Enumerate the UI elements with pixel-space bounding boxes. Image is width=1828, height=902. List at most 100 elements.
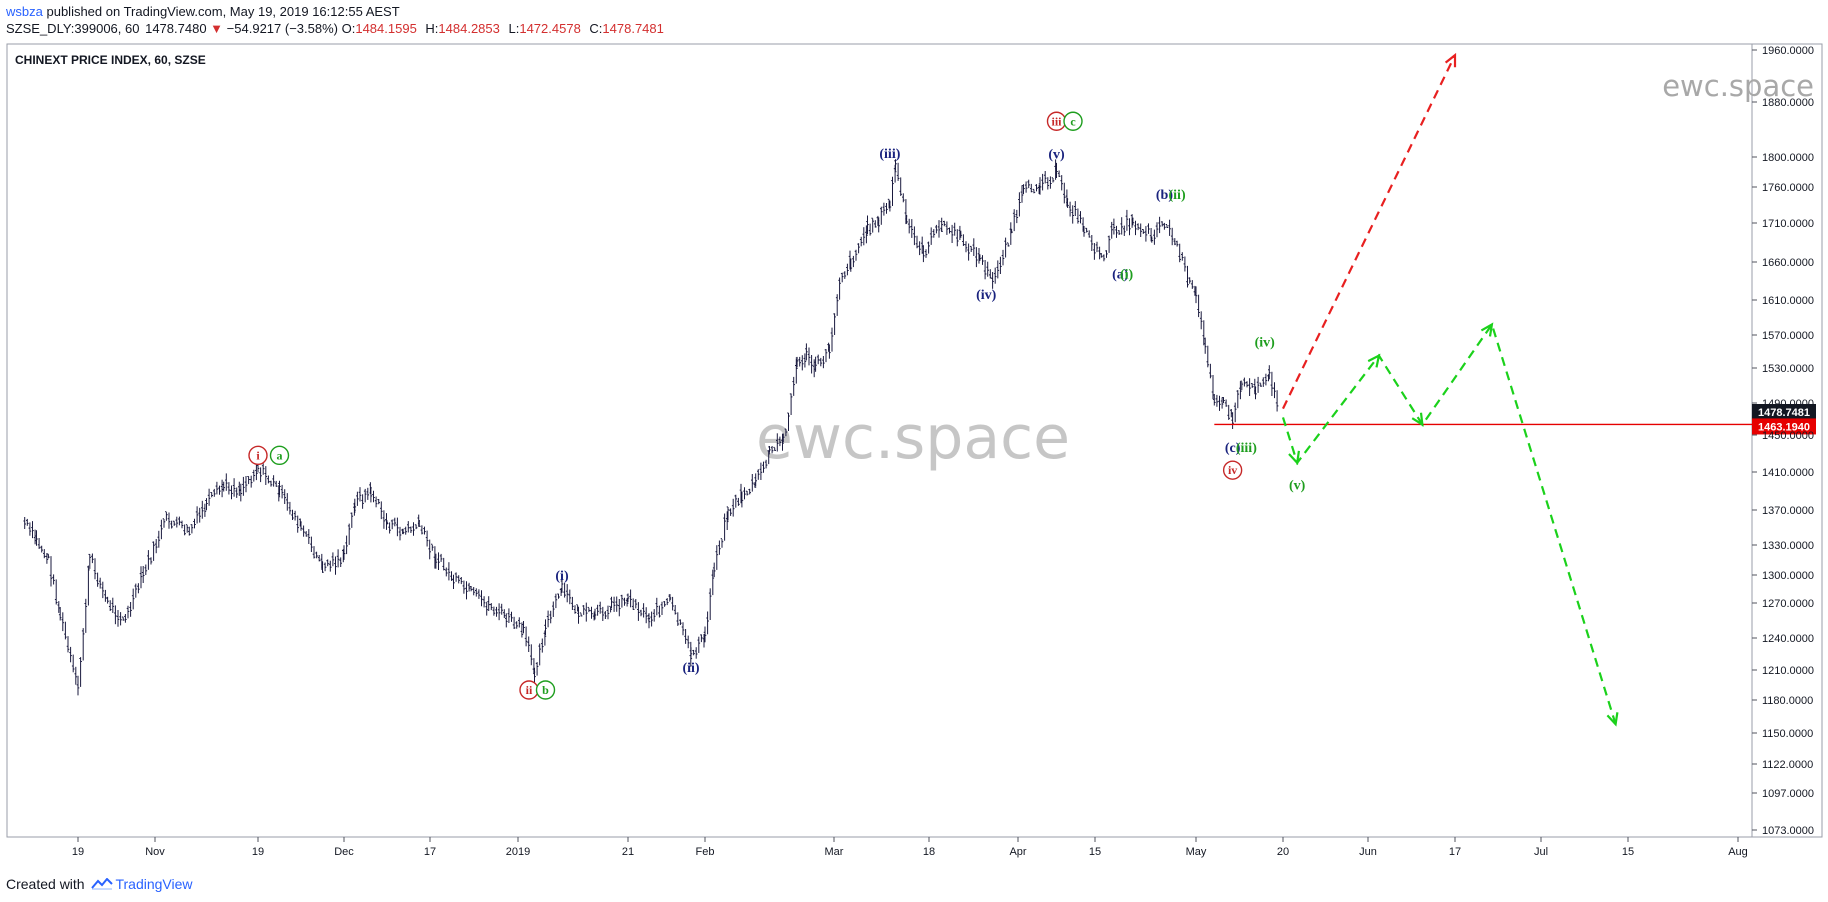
tradingview-link[interactable]: TradingView xyxy=(115,876,193,892)
wave-label: iv xyxy=(1228,463,1237,477)
y-tick-label: 1300.0000 xyxy=(1762,570,1814,582)
wave-label: i xyxy=(256,448,260,462)
wave-label: (i) xyxy=(1120,267,1134,282)
symbol-label: SZSE_DLY:399006, 60 xyxy=(6,21,140,36)
grid-and-frame xyxy=(6,43,1823,838)
watermark-corner: ewc.space xyxy=(1662,69,1814,103)
y-tick-label: 1710.0000 xyxy=(1762,218,1814,230)
y-tick-label: 1570.0000 xyxy=(1762,330,1814,342)
x-tick-label: 17 xyxy=(424,846,436,858)
tradingview-logo-icon[interactable] xyxy=(91,878,114,890)
x-tick-label: Apr xyxy=(1009,846,1026,858)
price-axis[interactable]: 1073.0000 1097.0000 1122.0000 1150.0000 1180… xyxy=(1752,45,1814,837)
wave-label: (ii) xyxy=(682,661,699,676)
x-tick-label: May xyxy=(1186,846,1207,858)
last-price-tag-label: 1478.7481 xyxy=(1758,407,1810,419)
projection-arrowhead xyxy=(1288,450,1300,466)
x-tick-label: 21 xyxy=(622,846,634,858)
x-tick-label: 2019 xyxy=(506,846,530,858)
wave-label: c xyxy=(1070,114,1076,128)
open-label: O: xyxy=(341,21,356,36)
y-tick-label: 1210.0000 xyxy=(1762,665,1814,677)
support-price-tag xyxy=(1752,418,1816,435)
y-tick-label: 1530.0000 xyxy=(1762,363,1814,375)
y-tick-label: 1330.0000 xyxy=(1762,540,1814,552)
wave-label: (iii) xyxy=(1236,441,1257,456)
projection-arrowhead xyxy=(1444,52,1457,68)
y-tick-label: 1660.0000 xyxy=(1762,257,1814,269)
x-tick-label: Jun xyxy=(1359,846,1377,858)
price-change: −54.9217 (−3.58%) xyxy=(226,21,338,36)
x-tick-label: 19 xyxy=(72,846,84,858)
created-with-text: Created with xyxy=(6,876,85,892)
y-tick-label: 1122.0000 xyxy=(1762,759,1813,771)
last-price-tag xyxy=(1752,404,1816,421)
projection-arrowhead xyxy=(1606,712,1619,727)
y-tick-label: 1240.0000 xyxy=(1762,633,1814,645)
x-tick-label: 17 xyxy=(1449,846,1461,858)
wave-label-circle xyxy=(269,445,290,466)
y-tick-label: 1097.0000 xyxy=(1762,788,1814,800)
wave-label: ii xyxy=(526,683,533,697)
wave-label: (iv) xyxy=(976,288,997,303)
x-tick-label: Aug xyxy=(1728,846,1748,858)
y-tick-label: 1073.0000 xyxy=(1762,825,1814,837)
high-label: H: xyxy=(425,21,439,36)
wave-label: (c) xyxy=(1225,441,1241,456)
wave-label: iii xyxy=(1051,114,1062,128)
low-value: 1472.4578 xyxy=(519,21,581,36)
wave-label: (a) xyxy=(1112,267,1129,282)
y-tick-label: 1800.0000 xyxy=(1762,152,1814,164)
y-tick-label: 1960.0000 xyxy=(1762,45,1814,57)
y-tick-label: 1150.0000 xyxy=(1762,728,1813,740)
x-tick-label: 15 xyxy=(1089,846,1101,858)
wave-label-circle xyxy=(1222,460,1243,480)
y-tick-label: 1760.0000 xyxy=(1762,182,1814,194)
low-label: L: xyxy=(508,21,520,36)
y-tick-label: 1490.0000 xyxy=(1762,398,1814,410)
support-line: 1478.7481 1463.1940 xyxy=(1214,404,1816,435)
x-tick-label: Feb xyxy=(696,846,715,858)
y-tick-label: 1880.0000 xyxy=(1762,97,1814,109)
ohlc-line: SZSE_DLY:399006, 60 1478.7480 ▼ −54.9217… xyxy=(6,21,669,36)
author-link[interactable]: wsbza xyxy=(6,4,43,19)
x-tick-label: Dec xyxy=(334,846,354,858)
x-tick-label: 19 xyxy=(252,846,264,858)
chart-title: CHINEXT PRICE INDEX, 60, SZSE xyxy=(15,53,206,67)
wave-label-circle xyxy=(248,445,268,466)
projection-arrowhead xyxy=(1367,353,1381,368)
wave-label: (b) xyxy=(1156,188,1173,203)
y-tick-label: 1410.0000 xyxy=(1762,467,1814,479)
wave-label: (ii) xyxy=(1169,188,1186,203)
projection-green xyxy=(1281,322,1617,725)
time-axis[interactable]: 19 Nov 19 Dec 17 2019 21 Feb Mar 18 Apr 15 May 20 Jun 1… xyxy=(72,837,1748,858)
close-value: 1478.7481 xyxy=(602,21,664,36)
y-tick-label: 1610.0000 xyxy=(1762,295,1814,307)
price-bars xyxy=(23,159,1279,696)
down-triangle-icon: ▼ xyxy=(210,21,224,36)
wave-label: a xyxy=(277,448,283,462)
x-tick-label: 15 xyxy=(1622,846,1634,858)
wave-label: (v) xyxy=(1289,478,1306,493)
x-tick-label: Nov xyxy=(145,846,165,858)
price-axis-frame xyxy=(1751,43,1823,838)
support-price-tag-label: 1463.1940 xyxy=(1758,421,1810,433)
projection-paths xyxy=(1281,52,1619,727)
watermark-center: ewc.space xyxy=(756,403,1070,473)
wave-label: (i) xyxy=(555,569,569,584)
wave-label-circle xyxy=(535,680,556,700)
x-tick-label: Mar xyxy=(825,846,844,858)
open-value: 1484.1595 xyxy=(355,21,417,36)
y-tick-label: 1180.0000 xyxy=(1762,695,1813,707)
projection-arrowhead xyxy=(1411,412,1424,427)
footer: Created with TradingView xyxy=(6,876,193,892)
wave-labels: i aii b(i)(ii)(iii)(iv)iii c(v)(b)(ii)(a)(i… xyxy=(248,111,1306,700)
x-tick-label: 20 xyxy=(1277,846,1289,858)
x-tick-label: 18 xyxy=(923,846,935,858)
y-tick-label: 1270.0000 xyxy=(1762,598,1814,610)
x-tick-label: Jul xyxy=(1534,846,1548,858)
publish-line: wsbza published on TradingView.com, May … xyxy=(6,4,400,19)
projection-arrowhead xyxy=(1480,322,1494,337)
wave-label: (iv) xyxy=(1255,336,1276,351)
